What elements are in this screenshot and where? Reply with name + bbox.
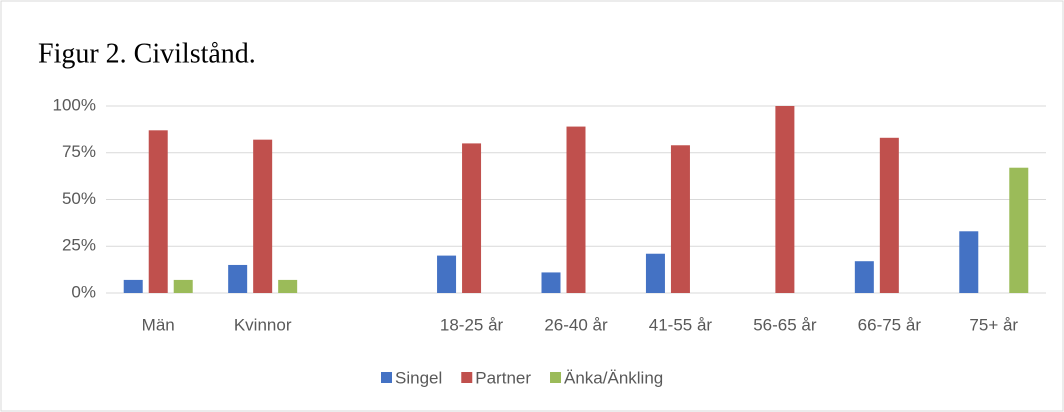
legend-label: Änka/Änkling (564, 368, 663, 387)
x-tick-label: 18-25 år (440, 315, 504, 334)
bar (670, 145, 690, 293)
legend-swatch (550, 372, 562, 383)
x-tick-label: Kvinnor (234, 315, 292, 334)
legend-swatch (461, 372, 473, 383)
x-tick-label: 75+ år (969, 315, 1018, 334)
bar (854, 261, 874, 293)
bar (775, 106, 795, 293)
bar (1009, 167, 1029, 293)
bar (645, 253, 665, 293)
bar (879, 137, 899, 293)
bar (148, 130, 168, 293)
y-tick-label: 25% (62, 236, 96, 255)
legend-label: Partner (475, 368, 531, 387)
x-tick-label: 41-55 år (649, 315, 713, 334)
bar (566, 126, 586, 293)
legend-swatch (381, 372, 392, 383)
y-tick-label: 0% (71, 282, 96, 301)
bar (959, 231, 979, 293)
bar (228, 264, 248, 293)
bar (437, 255, 457, 293)
y-tick-label: 50% (62, 189, 96, 208)
bar (278, 279, 298, 293)
x-tick-label: 66-75 år (858, 315, 922, 334)
bar (173, 279, 193, 293)
bar (253, 139, 273, 293)
chart-title: Figur 2. Civilstånd. (38, 38, 256, 69)
x-tick-label: 56-65 år (753, 315, 817, 334)
x-tick-label: 26-40 år (544, 315, 608, 334)
legend-label: Singel (395, 368, 442, 387)
x-tick-label: Män (142, 315, 175, 334)
bar (123, 279, 143, 293)
bar (462, 143, 482, 293)
y-tick-label: 100% (53, 95, 96, 114)
y-tick-label: 75% (62, 142, 96, 161)
bar (541, 272, 561, 293)
